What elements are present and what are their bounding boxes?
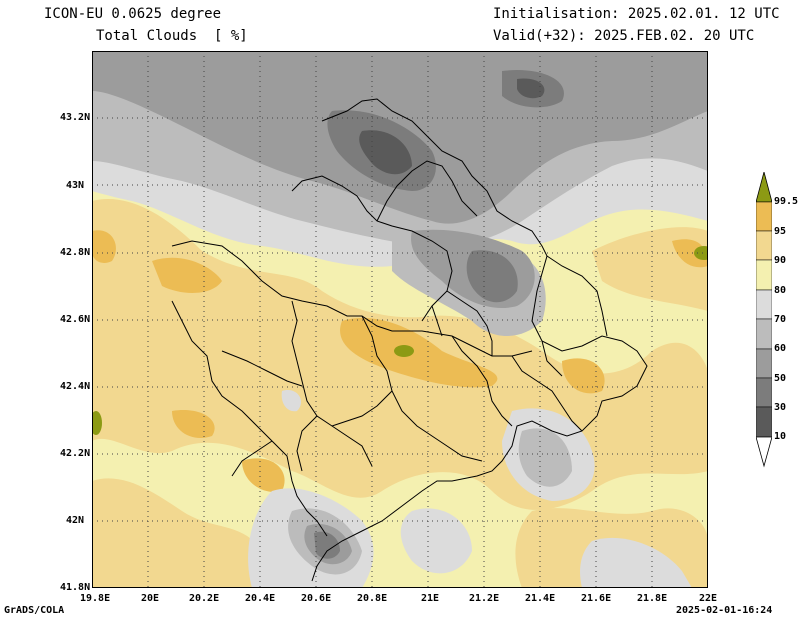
x-tick-21-4: 21.4E <box>525 593 556 604</box>
y-tick-42-4: 42.4N <box>60 381 91 392</box>
colorbar-95-99 <box>756 201 772 232</box>
footer-left: GrADS/COLA <box>4 605 65 616</box>
y-tick-43: 43N <box>66 180 85 191</box>
x-tick-22: 22E <box>699 593 718 604</box>
colorbar-80-90 <box>756 259 772 291</box>
y-tick-43-2: 43.2N <box>60 112 91 123</box>
y-tick-42-2: 42.2N <box>60 448 91 459</box>
field-title: Total Clouds [ %] <box>96 28 248 44</box>
x-tick-20: 20E <box>141 593 160 604</box>
colorbar-cap-top <box>756 172 772 203</box>
colorbar-label-50: 50 <box>774 373 787 384</box>
map-frame <box>92 51 708 588</box>
x-tick-21: 21E <box>421 593 440 604</box>
colorbar-label-10: 10 <box>774 431 787 442</box>
x-tick-21-8: 21.8E <box>637 593 668 604</box>
colorbar-label-90: 90 <box>774 255 787 266</box>
colorbar-label-95: 95 <box>774 226 787 237</box>
colorbar-10-30 <box>756 406 772 438</box>
colorbar-70-80 <box>756 289 772 320</box>
colorbar-30-50 <box>756 377 772 408</box>
colorbar-label-60: 60 <box>774 343 787 354</box>
x-tick-20-2: 20.2E <box>189 593 220 604</box>
colorbar-label-80: 80 <box>774 285 787 296</box>
map-svg <box>92 51 708 588</box>
colorbar-label-99-5: 99.5 <box>774 196 799 207</box>
colorbar-60-70 <box>756 318 772 350</box>
cloud-map <box>92 51 708 588</box>
x-tick-20-4: 20.4E <box>245 593 276 604</box>
x-tick-20-6: 20.6E <box>301 593 332 604</box>
colorbar <box>756 172 772 468</box>
colorbar-90-95 <box>756 230 772 261</box>
colorbar-label-30: 30 <box>774 402 787 413</box>
cloud-above-99 <box>92 246 708 435</box>
admin-borders <box>171 98 648 582</box>
footer-right: 2025-02-01-16:24 <box>676 605 773 616</box>
cloud-95-99 <box>92 230 708 492</box>
x-tick-21-2: 21.2E <box>469 593 500 604</box>
valid-time: Valid(+32): 2025.FEB.02. 20 UTC <box>493 28 755 44</box>
y-tick-42-8: 42.8N <box>60 247 91 258</box>
y-tick-42: 42N <box>66 515 85 526</box>
x-tick-20-8: 20.8E <box>357 593 388 604</box>
y-tick-42-6: 42.6N <box>60 314 91 325</box>
colorbar-label-70: 70 <box>774 314 787 325</box>
colorbar-50-60 <box>756 348 772 379</box>
colorbar-cap-bottom <box>756 436 772 468</box>
x-tick-19-8: 19.8E <box>80 593 111 604</box>
y-tick-41-8: 41.8N <box>60 582 91 593</box>
x-tick-21-6: 21.6E <box>581 593 612 604</box>
init-time: Initialisation: 2025.02.01. 12 UTC <box>493 6 780 22</box>
model-title: ICON-EU 0.0625 degree <box>44 6 222 22</box>
